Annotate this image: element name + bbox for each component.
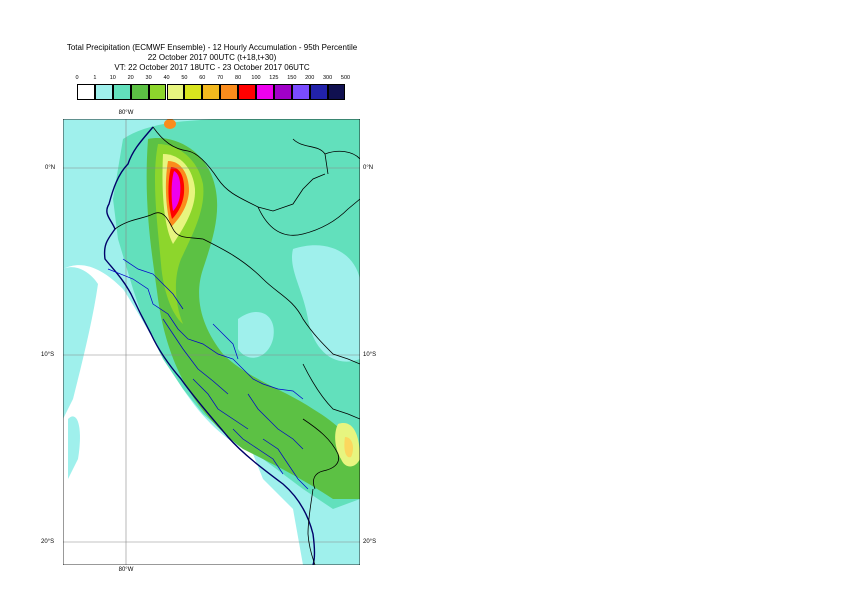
legend-label: 300 [323,75,333,81]
legend-swatch [309,84,328,100]
legend-swatch [327,84,346,100]
legend-label: 50 [181,75,188,81]
precipitation-map [63,119,360,565]
legend-label: 125 [269,75,279,81]
ocean-precip-band [63,267,98,419]
legend-label: 20 [127,75,134,81]
legend-label: 30 [145,75,152,81]
legend-swatch [238,84,256,100]
legend-label: 0 [75,75,79,81]
title-line-1: Total Precipitation (ECMWF Ensemble) - 1… [66,43,358,52]
light-patch-center [238,311,274,358]
border-peru-brazil [202,238,360,365]
lat-label-left-10s: 10°S [41,352,55,358]
southeast-orange-core [344,437,353,458]
dry-ocean-zone [63,265,303,565]
border-colombia-venezuela [292,138,360,175]
legend-swatch [77,84,95,100]
legend-swatch [202,84,221,100]
border-peru-chile [307,488,316,565]
title-line-2: 22 October 2017 00UTC (t+18,t+30) [147,53,277,62]
north-orange-spot [164,119,176,129]
legend-label: 80 [235,75,242,81]
legend-swatch [94,84,113,100]
legend-swatch [148,84,167,100]
lon-label-top: 80°W [118,110,134,116]
legend-label: 40 [163,75,170,81]
legend-swatch [166,84,185,100]
title-line-3: VT: 22 October 2017 18UTC - 23 October 2… [114,63,310,72]
lat-label-left-20s: 20°S [41,539,55,545]
legend-swatch [256,84,274,100]
legend-swatch [130,84,149,100]
border-ecuador-peru [114,212,204,240]
legend-swatch [291,84,310,100]
lat-label-right-10s: 10°S [363,352,377,358]
lat-label-right-20s: 20°S [363,539,377,545]
ocean-precip-south [68,416,80,479]
legend-swatch [112,84,131,100]
regional-borders [107,258,309,490]
legend-swatch [220,84,239,100]
border-peru-bolivia [302,418,340,490]
legend-swatch [184,84,203,100]
lon-label-bottom: 80°W [118,567,134,573]
border-colombia-ecuador [152,126,326,212]
legend-label: 70 [217,75,224,81]
border-brazil-north [257,198,360,236]
legend-label: 1 [93,75,97,81]
legend-label: 200 [305,75,315,81]
andes-magenta [171,171,181,211]
legend-label: 150 [287,75,297,81]
lat-label-right-0: 0°N [363,165,374,171]
legend-label: 500 [340,75,351,81]
legend-label: 60 [199,75,206,81]
coastline [103,126,316,565]
andes-green-band [146,138,360,499]
lat-label-left-0: 0°N [45,165,56,171]
legend-label: 10 [109,75,116,81]
legend-label: 100 [251,75,261,81]
light-patch-east [291,245,360,362]
legend-swatch [273,84,292,100]
border-bolivia-brazil [302,363,360,420]
